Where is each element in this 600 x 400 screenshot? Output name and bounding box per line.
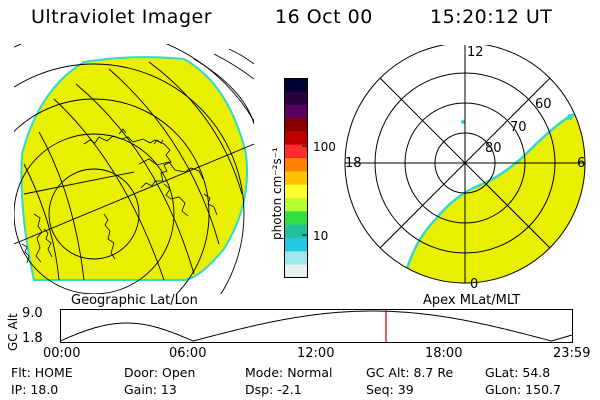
mlt-label-0: 0 (470, 277, 479, 292)
gain-value: Gain: 13 (124, 382, 177, 397)
mlat-label-60: 60 (535, 97, 552, 112)
colorbar-segment (284, 118, 308, 132)
colorbar-segment (284, 211, 308, 226)
colorbar-segment (284, 238, 308, 252)
mode-status: Mode: Normal (245, 365, 333, 380)
mlt-spokes (345, 45, 585, 283)
glat-value: GLat: 54.8 (485, 365, 551, 380)
aurora-emission-region (20, 56, 249, 281)
timeline-x-tick-0000: 00:00 (43, 346, 81, 361)
timeline-x-tick-1800: 18:00 (425, 346, 463, 361)
timeline-y-tick-max: 9.0 (22, 306, 43, 321)
colorbar-unit-label: photon cm⁻²s⁻¹ (270, 147, 284, 240)
colorbar-segment (284, 91, 308, 106)
door-status: Door: Open (124, 365, 196, 380)
date-label: 16 Oct 00 (275, 6, 373, 28)
colorbar-segment (284, 131, 308, 146)
colorbar-segment (284, 184, 308, 199)
colorbar-tick-100: 100 (313, 140, 336, 154)
mlt-label-12: 12 (467, 45, 484, 60)
mlat-label-80: 80 (485, 141, 502, 156)
mlt-label-6: 6 (577, 156, 586, 171)
timeline-y-title: GC Alt (6, 313, 20, 351)
timeline-y-tick-min: 1.8 (22, 331, 43, 346)
lat-lon-grid (14, 44, 254, 294)
colorbar-segment (284, 198, 308, 212)
geographic-image-panel (14, 44, 254, 294)
timeline-x-tick-1200: 12:00 (297, 346, 335, 361)
colorbar-segment (284, 158, 308, 172)
sequence-value: Seq: 39 (366, 382, 414, 397)
apex-panel-label: Apex MLat/MLT (423, 293, 521, 308)
time-label: 15:20:12 UT (430, 6, 553, 28)
gc-alt-value: GC Alt: 8.7 Re (366, 365, 454, 380)
colorbar (284, 78, 308, 278)
colorbar-segment (284, 251, 308, 266)
timeline-x-tick-0600: 06:00 (169, 346, 207, 361)
colorbar-segment (284, 104, 308, 119)
colorbar-segment (284, 144, 308, 159)
orbit-altitude-timeline (60, 309, 573, 343)
colorbar-segment (284, 224, 308, 239)
glon-value: GLon: 150.7 (485, 382, 561, 397)
dsp-value: Dsp: -2.1 (245, 382, 302, 397)
colorbar-segment (284, 78, 308, 92)
flight-status: Flt: HOME (11, 365, 73, 380)
altitude-curve (60, 310, 573, 342)
instrument-title: Ultraviolet Imager (31, 6, 213, 28)
ip-value: IP: 18.0 (11, 382, 59, 397)
coastline-outline (21, 128, 218, 264)
mlt-label-18: 18 (345, 156, 362, 171)
colorbar-segment (284, 264, 308, 278)
bright-spot-marker (461, 120, 465, 124)
polar-mlat-mlt-plot (344, 45, 586, 284)
timeline-x-tick-2359: 23:59 (553, 346, 591, 361)
mlat-label-70: 70 (510, 120, 527, 135)
colorbar-segment (284, 171, 308, 186)
colorbar-tick-10: 10 (313, 229, 329, 243)
geographic-panel-label: Geographic Lat/Lon (71, 293, 198, 308)
